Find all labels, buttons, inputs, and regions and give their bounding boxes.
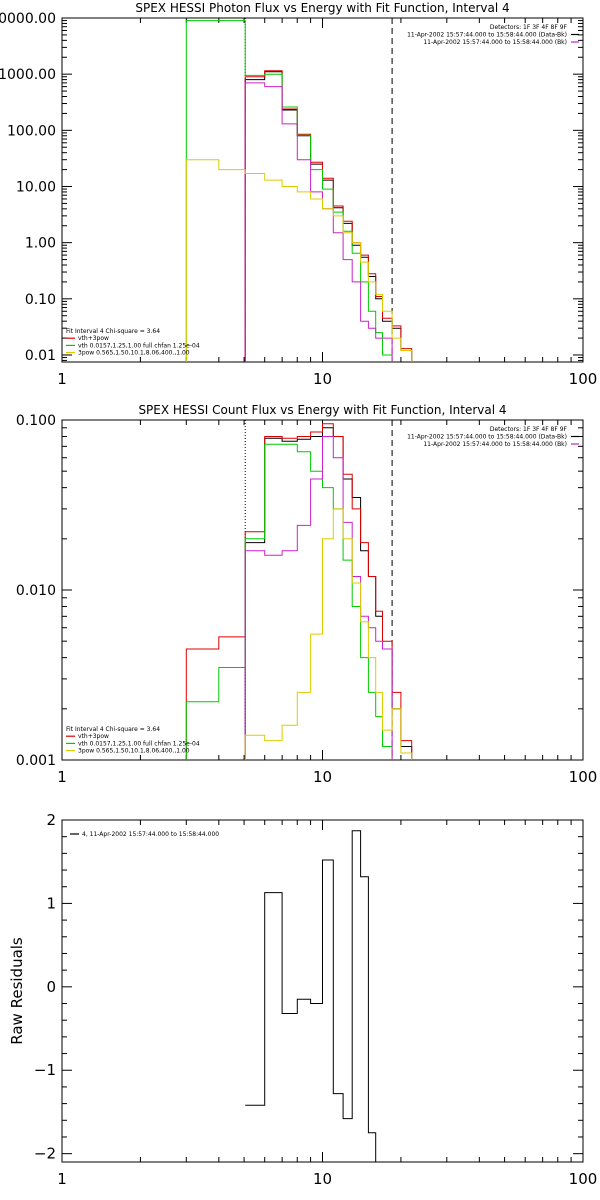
info-text-line: 11-Apr-2002 15:57:44.000 to 15:58:44.000… [423, 441, 567, 448]
histogram-series-2 [185, 423, 413, 760]
x-tick-label: 100 [569, 370, 598, 388]
panel-2: SPEX HESSI Count Flux vs Energy with Fit… [16, 403, 598, 786]
y-axis-label: Raw Residuals [8, 937, 26, 1045]
histogram-series-4 [244, 436, 393, 760]
histogram-series-3 [185, 20, 393, 362]
y-tick-label: 10.00 [16, 179, 56, 195]
y-tick-label: 0.10 [25, 292, 56, 308]
y-tick-label: 0.001 [16, 753, 56, 769]
y-tick-label: 10000.00 [0, 11, 56, 27]
legend-entry: vth+3pow [78, 733, 109, 740]
y-tick-label: 2 [46, 811, 56, 829]
y-tick-label: 1000.00 [0, 67, 56, 83]
data-layer [185, 18, 413, 362]
legend-entry: vth 0.0157,1.25,1.00 full chfan 1.25e-04 [78, 342, 200, 349]
legend-entry: vth+3pow [78, 335, 109, 342]
x-tick-label: 1 [57, 768, 67, 786]
histogram-series-1 [244, 71, 413, 362]
legend-entry: 3pow 0.565,1.50,10.1,8.06,400.,1.00 [78, 748, 190, 755]
x-tick-label: 100 [569, 768, 598, 786]
x-tick-label: 1 [57, 370, 67, 388]
info-text-line: 11-Apr-2002 15:57:44.000 to 15:58:44.000… [407, 32, 567, 39]
data-layer [185, 420, 413, 760]
y-tick-label: 0.010 [16, 583, 56, 599]
histogram-series-2 [244, 70, 413, 362]
panel-title: SPEX HESSI Count Flux vs Energy with Fit… [138, 403, 506, 417]
histogram-series-5 [185, 159, 413, 362]
legend-entry: 4, 11-Apr-2002 15:57:44.000 to 15:58:44.… [82, 831, 219, 838]
legend-title: Fit Interval 4 Chi-square = 3.64 [66, 726, 160, 733]
x-tick-label: 1 [57, 1170, 67, 1188]
panel-title: SPEX HESSI Photon Flux vs Energy with Fi… [135, 1, 509, 15]
histogram-series-5 [244, 508, 413, 760]
y-tick-label: 0 [46, 978, 56, 996]
data-layer [245, 830, 383, 1162]
info-text-line: Detectors: 1F 3F 4F 8F 9F [490, 426, 568, 433]
legend-entry: vth 0.0157,1.25,1.00 full chfan 1.25e-04 [78, 740, 200, 747]
info-text-line: Detectors: 1F 3F 4F 8F 9F [490, 24, 568, 31]
legend-title: Fit Interval 4 Chi-square = 3.64 [66, 328, 160, 335]
y-tick-label: −2 [34, 1145, 56, 1163]
info-text-line: 11-Apr-2002 15:57:44.000 to 15:58:44.000… [423, 39, 567, 46]
legend-entry: 3pow 0.565,1.50,10.1,8.06,400.,1.00 [78, 350, 190, 357]
histogram-series-1 [245, 830, 383, 1162]
panel-1: SPEX HESSI Photon Flux vs Energy with Fi… [0, 1, 598, 388]
y-tick-label: 1.00 [25, 236, 56, 252]
y-tick-label: 0.100 [16, 413, 56, 429]
panel-3: 1 10 100 −2 −1 0 1 2 Raw Residuals 4, 11-Apr-2002… [8, 811, 597, 1188]
x-tick-label: 100 [569, 1170, 598, 1188]
y-tick-label: −1 [34, 1061, 56, 1079]
info-text-line: 11-Apr-2002 15:57:44.000 to 15:58:44.000… [407, 434, 567, 441]
histogram-series-4 [244, 82, 393, 362]
x-tick-label: 10 [313, 768, 332, 786]
y-tick-label: 1 [46, 894, 56, 912]
y-tick-label: 100.00 [7, 123, 56, 139]
x-tick-label: 10 [313, 370, 332, 388]
y-tick-label: 0.01 [25, 348, 56, 364]
x-tick-label: 10 [313, 1170, 332, 1188]
